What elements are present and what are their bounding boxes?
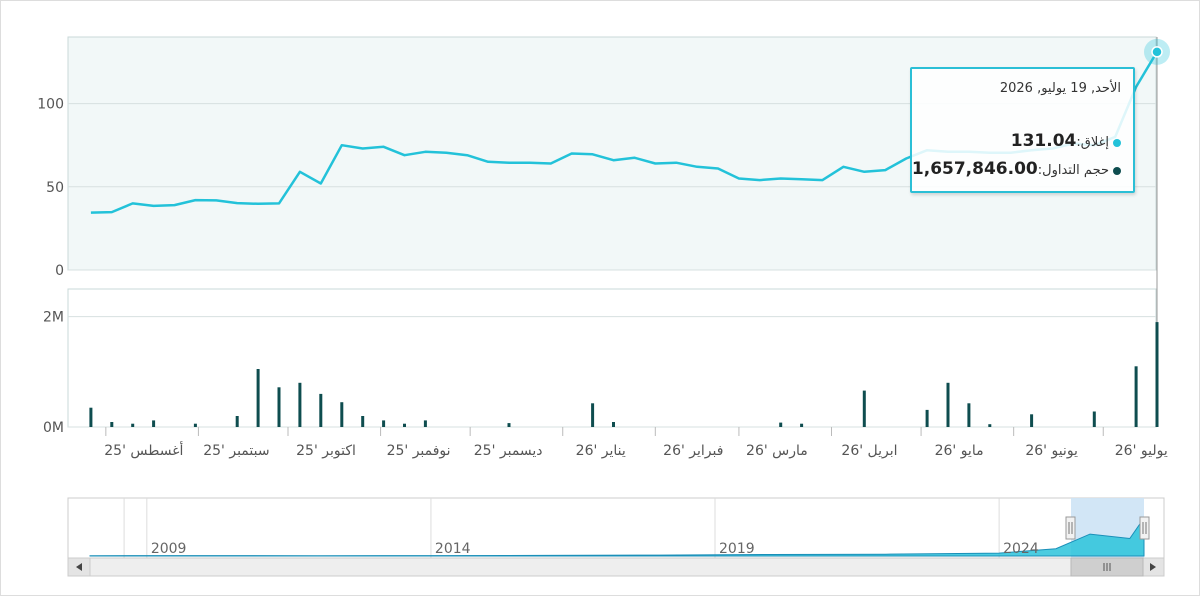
x-tick-label: ابريل '26: [841, 443, 897, 459]
volume-bar: [361, 416, 365, 427]
navigator-tick-label: 2024: [1003, 541, 1039, 557]
volume-bar: [800, 423, 804, 427]
x-tick-label: يناير '26: [576, 443, 626, 459]
price-y-tick-label: 50: [46, 180, 64, 196]
navigator-frame: [67, 497, 1165, 559]
scrollbar[interactable]: [67, 557, 1165, 577]
volume-y-tick-label: 0M: [43, 420, 64, 436]
price-y-axis: 0 50 100: [37, 97, 64, 279]
volume-bar: [193, 423, 197, 427]
x-axis: أغسطس '25 سبتمبر '25 اكتوبر '25 نوفمبر '25 د…: [104, 427, 1168, 459]
volume-bar: [152, 420, 156, 427]
volume-bar: [340, 402, 344, 427]
volume-bar: [89, 407, 93, 427]
x-tick-label: يونيو '26: [1025, 443, 1078, 459]
volume-bar: [591, 403, 595, 427]
volume-series-dot-icon: [1113, 166, 1121, 175]
tooltip-volume-row: حجم التداول:1,657,846.00: [912, 159, 1121, 179]
volume-bar: [110, 422, 114, 427]
tooltip-volume-label: حجم التداول:: [1037, 163, 1109, 178]
close-series-dot-icon: [1113, 138, 1121, 147]
hover-marker: [1151, 46, 1163, 58]
volume-y-tick-label: 2M: [43, 310, 64, 326]
tooltip-date: الأحد, 19 يوليو, 2026: [999, 81, 1121, 96]
volume-bar: [1030, 414, 1034, 427]
volume-bar: [988, 424, 992, 427]
navigator-grid: [123, 498, 1000, 558]
volume-bar: [131, 423, 135, 427]
volume-bar: [862, 390, 866, 427]
volume-y-axis: 0M 2M: [43, 310, 64, 436]
volume-bar: [235, 416, 239, 427]
x-tick-label: اكتوبر '25: [296, 443, 356, 459]
volume-bar: [1155, 322, 1159, 427]
x-tick-label: مايو '26: [935, 443, 984, 459]
volume-bar: [423, 420, 427, 427]
navigator[interactable]: 2009 2014 2019 2024: [67, 497, 1165, 559]
arrow-left-icon: [76, 563, 82, 571]
tooltip: الأحد, 19 يوليو, 2026 إغلاق:131.04 حجم ا…: [910, 67, 1135, 193]
volume-bar: [925, 409, 929, 427]
tooltip-close-row: إغلاق:131.04: [1011, 131, 1121, 151]
volume-bar: [319, 393, 323, 427]
tooltip-close-label: إغلاق:: [1076, 135, 1109, 150]
navigator-area: [89, 516, 1145, 557]
x-tick-label: فبراير '26: [663, 443, 723, 459]
x-tick-label: أغسطس '25: [104, 441, 183, 459]
price-y-tick-label: 0: [55, 263, 64, 279]
x-tick-label: مارس '26: [746, 443, 808, 459]
tooltip-close-value: 131.04: [1010, 131, 1077, 151]
volume-bar: [403, 423, 406, 427]
volume-bar: [1092, 411, 1096, 427]
volume-bar: [256, 369, 260, 427]
volume-bar: [382, 420, 386, 427]
navigator-x-axis: 2009 2014 2019 2024: [151, 541, 1039, 557]
volume-bar: [277, 387, 281, 427]
scrollbar-track[interactable]: [67, 557, 1165, 577]
volume-bar: [946, 382, 950, 427]
price-y-tick-label: 100: [37, 97, 64, 113]
volume-bars: [89, 322, 1159, 427]
navigator-tick-label: 2019: [719, 541, 755, 557]
x-tick-label: سبتمبر '25: [203, 443, 269, 459]
volume-bar: [779, 422, 783, 427]
navigator-left-handle[interactable]: [1065, 516, 1076, 540]
x-tick-label: يوليو '26: [1115, 443, 1168, 459]
volume-plot-area[interactable]: [67, 288, 1157, 428]
tooltip-volume-value: 1,657,846.00: [911, 159, 1038, 179]
volume-bar: [967, 403, 971, 427]
navigator-right-handle[interactable]: [1139, 516, 1150, 540]
volume-bar: [612, 422, 615, 427]
x-tick-label: ديسمبر '25: [474, 443, 543, 459]
volume-bar: [507, 423, 511, 427]
volume-bar: [1134, 366, 1138, 427]
volume-bar: [298, 382, 302, 427]
arrow-right-icon: [1150, 563, 1156, 571]
x-tick-label: نوفمبر '25: [387, 443, 451, 459]
navigator-tick-label: 2014: [435, 541, 471, 557]
navigator-tick-label: 2009: [151, 541, 187, 557]
